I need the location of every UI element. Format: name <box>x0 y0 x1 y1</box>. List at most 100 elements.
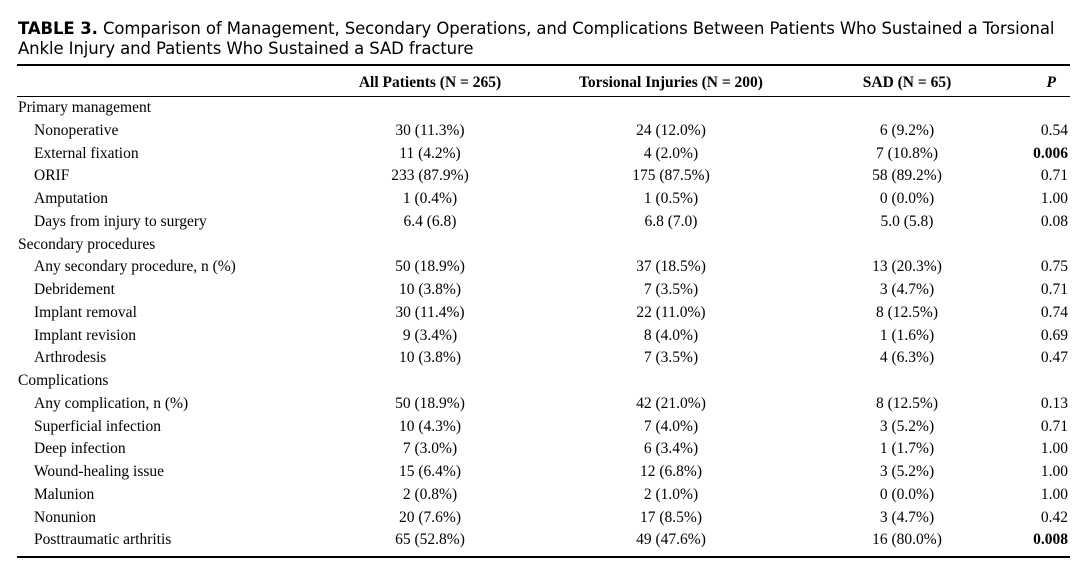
cell-sad: 3 (5.2%) <box>879 463 935 480</box>
table-row: Nonoperative 30 (11.3%) 24 (12.0%) 6 (9.2%)… <box>17 120 1070 143</box>
table-row: Days from injury to surgery 6.4 (6.8) 6.8 … <box>17 211 1070 234</box>
table-row: Arthrodesis 10 (3.8%) 7 (3.5%) 4 (6.3%) 0.47 <box>17 347 1070 370</box>
cell-all-patients: 9 (3.4%) <box>402 326 458 344</box>
row-label: Any secondary procedure, n (%) <box>34 258 236 276</box>
table-row: Wound-healing issue 15 (6.4%) 12 (6.8%) 3 (… <box>17 461 1070 484</box>
cell-sad: 8 (12.5%) <box>876 303 938 321</box>
cell-p-value: 0.006 <box>1033 144 1068 162</box>
cell-torsional: 2 (1.0%) <box>643 485 699 503</box>
table-row: Amputation 1 (0.4%) 1 (0.5%) 0 (0.0%) 1.00 <box>17 188 1070 211</box>
section-title: Complications <box>18 372 109 389</box>
cell-torsional: 37 (18.5%) <box>636 258 706 276</box>
cell-all-patients: 10 (4.3%) <box>399 417 461 435</box>
table-title: Comparison of Management, Secondary Oper… <box>18 19 1055 58</box>
cell-p-value: 0.54 <box>1040 121 1068 139</box>
table-header: All Patients (N = 265) Torsional Injurie… <box>17 69 1070 97</box>
cell-torsional: 49 (47.6%) <box>636 531 706 549</box>
table-body: Primary management Nonoperative 30 (11.3%)… <box>17 97 1070 552</box>
table-row: Posttraumatic arthritis 65 (52.8%) 49 (47.… <box>17 529 1070 552</box>
cell-all-patients: 10 (3.8%) <box>399 349 461 367</box>
header-row: All Patients (N = 265) Torsional Injurie… <box>17 69 1070 96</box>
row-label: External fixation <box>34 144 139 162</box>
cell-p-value: 1.00 <box>1040 463 1068 480</box>
table-row: Nonunion 20 (7.6%) 17 (8.5%) 3 (4.7%) 0.42 <box>17 507 1070 530</box>
cell-all-patients: 50 (18.9%) <box>395 258 465 276</box>
row-label: Superficial infection <box>34 417 161 435</box>
section-title: Primary management <box>18 99 151 116</box>
cell-torsional: 42 (21.0%) <box>636 394 706 412</box>
cell-sad: 16 (80.0%) <box>872 531 942 549</box>
cell-p-value: 0.08 <box>1040 212 1068 230</box>
table-row: Implant revision 9 (3.4%) 8 (4.0%) 1 (1.6%)… <box>17 325 1070 348</box>
cell-sad: 0 (0.0%) <box>879 485 935 503</box>
row-label: Amputation <box>34 190 109 207</box>
row-label: Wound-healing issue <box>34 463 165 480</box>
row-label: Implant removal <box>34 303 137 321</box>
header-torsional: Torsional Injuries (N = 200) <box>579 74 763 91</box>
cell-p-value: 0.71 <box>1040 167 1068 185</box>
cell-sad: 6 (9.2%) <box>879 121 935 139</box>
row-label: Debridement <box>34 281 115 298</box>
cell-p-value: 1.00 <box>1040 190 1068 207</box>
header-p-value: P <box>1046 74 1056 91</box>
table-row: External fixation 11 (4.2%) 4 (2.0%) 7 (10.… <box>17 143 1070 166</box>
cell-torsional: 175 (87.5%) <box>632 167 710 185</box>
cell-sad: 58 (89.2%) <box>872 167 942 185</box>
cell-sad: 8 (12.5%) <box>876 394 938 412</box>
cell-torsional: 6 (3.4%) <box>643 440 699 458</box>
header-rule <box>17 96 1070 97</box>
header-blank <box>17 69 307 96</box>
cell-torsional: 7 (4.0%) <box>643 417 699 435</box>
cell-all-patients: 30 (11.4%) <box>395 303 465 321</box>
row-label: Arthrodesis <box>34 349 107 367</box>
cell-torsional: 22 (11.0%) <box>636 303 706 321</box>
cell-p-value: 0.42 <box>1040 508 1068 526</box>
cell-sad: 13 (20.3%) <box>872 258 942 276</box>
table-row: ORIF 233 (87.9%) 175 (87.5%) 58 (89.2%) 0.71 <box>17 165 1070 188</box>
table-number: TABLE 3. <box>18 19 98 38</box>
cell-all-patients: 50 (18.9%) <box>395 394 465 412</box>
cell-torsional: 12 (6.8%) <box>640 463 702 480</box>
cell-p-value: 0.69 <box>1040 326 1068 344</box>
section-row: Secondary procedures <box>17 234 1070 257</box>
cell-sad: 7 (10.8%) <box>876 144 938 162</box>
cell-p-value: 1.00 <box>1040 440 1068 458</box>
cell-p-value: 0.47 <box>1040 349 1068 367</box>
cell-all-patients: 15 (6.4%) <box>399 463 461 480</box>
cell-all-patients: 65 (52.8%) <box>395 531 465 549</box>
cell-all-patients: 20 (7.6%) <box>399 508 461 526</box>
row-label: ORIF <box>34 167 70 185</box>
bottom-rule <box>17 556 1070 558</box>
cell-p-value: 0.71 <box>1040 281 1068 298</box>
cell-torsional: 4 (2.0%) <box>643 144 699 162</box>
cell-sad: 3 (4.7%) <box>879 281 935 298</box>
cell-torsional: 7 (3.5%) <box>643 281 699 298</box>
cell-sad: 5.0 (5.8) <box>880 212 934 230</box>
cell-torsional: 17 (8.5%) <box>640 508 702 526</box>
section-row: Primary management <box>17 97 1070 120</box>
row-label: Nonunion <box>34 508 96 526</box>
header-sad: SAD (N = 65) <box>862 74 952 91</box>
top-rule <box>17 64 1070 66</box>
comparison-table: All Patients (N = 265) Torsional Injurie… <box>17 69 1070 552</box>
cell-torsional: 24 (12.0%) <box>636 121 706 139</box>
cell-sad: 3 (5.2%) <box>879 417 935 435</box>
cell-all-patients: 10 (3.8%) <box>399 281 461 298</box>
table-row: Implant removal 30 (11.4%) 22 (11.0%) 8 (12… <box>17 302 1070 325</box>
header-all-patients: All Patients (N = 265) <box>358 74 502 91</box>
cell-sad: 0 (0.0%) <box>879 190 935 207</box>
cell-p-value: 1.00 <box>1040 485 1068 503</box>
row-label: Posttraumatic arthritis <box>34 531 172 549</box>
row-label: Implant revision <box>34 326 137 344</box>
cell-sad: 4 (6.3%) <box>879 349 935 367</box>
row-label: Deep infection <box>34 440 126 458</box>
cell-p-value: 0.008 <box>1033 531 1068 549</box>
cell-all-patients: 6.4 (6.8) <box>403 212 457 230</box>
table-row: Superficial infection 10 (4.3%) 7 (4.0%) 3 … <box>17 416 1070 439</box>
cell-all-patients: 11 (4.2%) <box>399 144 461 162</box>
cell-sad: 3 (4.7%) <box>879 508 935 526</box>
cell-p-value: 0.75 <box>1040 258 1068 276</box>
table-row: Any secondary procedure, n (%) 50 (18.9%)… <box>17 256 1070 279</box>
cell-torsional: 8 (4.0%) <box>643 326 699 344</box>
cell-p-value: 0.13 <box>1040 394 1068 412</box>
